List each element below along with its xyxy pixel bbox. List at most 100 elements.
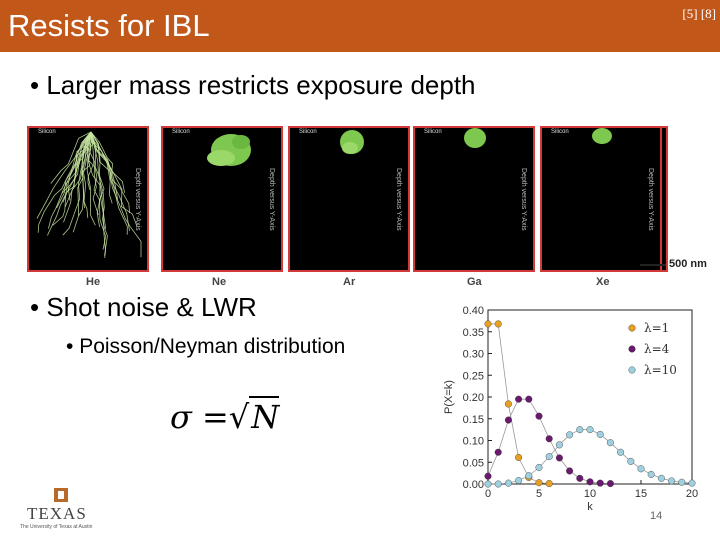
- data-point: [515, 395, 523, 403]
- y-tick-label: 0.35: [463, 327, 484, 339]
- data-point: [555, 454, 563, 462]
- data-point: [566, 467, 574, 475]
- data-point: [627, 457, 635, 465]
- data-point: [688, 479, 696, 487]
- data-point: [647, 470, 655, 478]
- formula-lhs: σ =: [170, 398, 229, 436]
- sim-panel-ga: Silicon Depth versus Y-Axis: [413, 126, 535, 272]
- data-point: [494, 480, 502, 488]
- data-point: [576, 474, 584, 482]
- data-point: [606, 439, 614, 447]
- logo-subtitle: The University of Texas at Austin: [20, 524, 93, 530]
- data-point: [504, 479, 512, 487]
- x-tick-label: 20: [686, 488, 698, 500]
- data-point: [484, 320, 492, 328]
- element-label-ne: Ne: [212, 276, 227, 288]
- sim-panel-xe: Silicon Depth versus Y-Axis: [540, 126, 662, 272]
- data-point: [535, 412, 543, 420]
- series-1: [484, 395, 614, 488]
- data-point: [494, 320, 502, 328]
- xe-ion-tracks: [592, 128, 612, 144]
- he-track-branches: [36, 131, 142, 259]
- x-tick-label: 10: [584, 488, 596, 500]
- ga-ion-tracks: [464, 128, 486, 148]
- y-tick-label: 0.40: [463, 305, 484, 317]
- data-point: [494, 448, 502, 456]
- y-tick-label: 0.20: [463, 392, 484, 404]
- legend-label: λ=4: [644, 342, 670, 356]
- tower-emblem-icon: [54, 488, 68, 502]
- data-point: [525, 395, 533, 403]
- data-point: [606, 480, 614, 488]
- x-axis-label: k: [587, 501, 593, 513]
- panel-side-label: Depth versus Y-Axis: [268, 168, 275, 231]
- panel-label: Silicon: [551, 129, 569, 135]
- bullet-text: Larger mass restricts exposure depth: [46, 70, 476, 100]
- data-point: [515, 477, 523, 485]
- x-tick-label: 15: [635, 488, 647, 500]
- ne-ion-tracks: [207, 134, 251, 166]
- y-axis-label: P(X=k): [443, 380, 455, 414]
- data-point: [545, 480, 553, 488]
- data-point: [484, 480, 492, 488]
- data-point: [586, 426, 594, 434]
- bullet-text: Shot noise & LWR: [46, 292, 257, 322]
- panel-label: Silicon: [424, 129, 442, 135]
- data-point: [484, 472, 492, 480]
- data-point: [545, 453, 553, 461]
- ut-austin-logo: TEXAS The University of Texas at Austin: [20, 488, 140, 532]
- he-ion-tracks: [36, 131, 142, 259]
- sim-panel-ar: Silicon Depth versus Y-Axis: [288, 126, 410, 272]
- panel-side-label: Depth versus Y-Axis: [134, 168, 141, 231]
- series-2: [484, 426, 696, 488]
- page-number: 14: [650, 510, 663, 522]
- data-point: [566, 431, 574, 439]
- scale-label: 500 nm: [669, 258, 707, 270]
- logo-wordmark: TEXAS: [27, 504, 87, 523]
- x-tick-label: 0: [485, 488, 491, 500]
- legend-marker: [628, 345, 636, 353]
- data-point: [637, 465, 645, 473]
- sub-bullet-poisson: • Poisson/Neyman distribution: [66, 335, 346, 358]
- chart-legend: λ=1 λ=4 λ=10: [628, 321, 677, 377]
- y-tick-label: 0.05: [463, 457, 484, 469]
- data-point: [576, 426, 584, 434]
- element-label-xe: Xe: [596, 276, 610, 288]
- sim-panel-edge: [660, 126, 668, 272]
- data-point: [545, 435, 553, 443]
- data-point: [504, 416, 512, 424]
- panel-label: Silicon: [299, 129, 317, 135]
- data-point: [668, 477, 676, 485]
- y-tick-label: 0.15: [463, 414, 484, 426]
- legend-marker: [628, 324, 636, 332]
- poisson-distribution-chart: 0.00 0.05 0.10 0.15 0.20 0.25 0.30 0.35 0.40 0 5 10…: [443, 305, 698, 513]
- element-label-ar: Ar: [343, 276, 356, 288]
- data-point: [678, 478, 686, 486]
- data-point: [535, 479, 543, 487]
- panel-side-label: Depth versus Y-Axis: [520, 168, 527, 231]
- slide-references: [5] [8]: [682, 6, 716, 21]
- data-point: [617, 448, 625, 456]
- x-tick-label: 5: [536, 488, 542, 500]
- legend-label: λ=10: [644, 363, 677, 377]
- shot-noise-formula: σ =√N: [170, 396, 280, 436]
- element-label-ga: Ga: [467, 276, 482, 288]
- plot-area: [487, 309, 693, 485]
- bullet-exposure-depth: • Larger mass restricts exposure depth: [30, 70, 476, 100]
- y-tick-label: 0.00: [463, 479, 484, 491]
- data-point: [596, 430, 604, 438]
- ar-ion-tracks: [340, 130, 364, 154]
- radical-sign: √: [228, 398, 250, 436]
- data-point: [657, 474, 665, 482]
- y-tick-label: 0.10: [463, 436, 484, 448]
- bullet-shot-noise: • Shot noise & LWR: [30, 292, 257, 322]
- data-point: [525, 472, 533, 480]
- panel-label: Silicon: [38, 129, 56, 135]
- bullet-text: Poisson/Neyman distribution: [79, 335, 346, 358]
- data-point: [515, 453, 523, 461]
- legend-label: λ=1: [644, 321, 669, 335]
- y-tick-label: 0.25: [463, 370, 484, 382]
- sim-panel-he: Silicon Depth versus Y-Axis: [27, 126, 149, 272]
- panel-side-label: Depth versus Y-Axis: [395, 168, 402, 231]
- element-label-he: He: [86, 276, 101, 288]
